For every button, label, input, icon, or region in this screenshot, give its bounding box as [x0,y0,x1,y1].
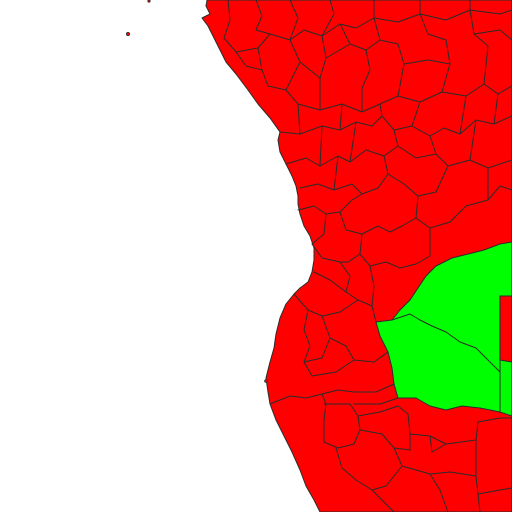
island-3 [264,379,268,383]
red-inset-region [499,295,512,363]
island-2 [147,0,151,3]
island-1 [126,32,131,37]
admin-borders [223,0,512,512]
islands [126,0,268,383]
